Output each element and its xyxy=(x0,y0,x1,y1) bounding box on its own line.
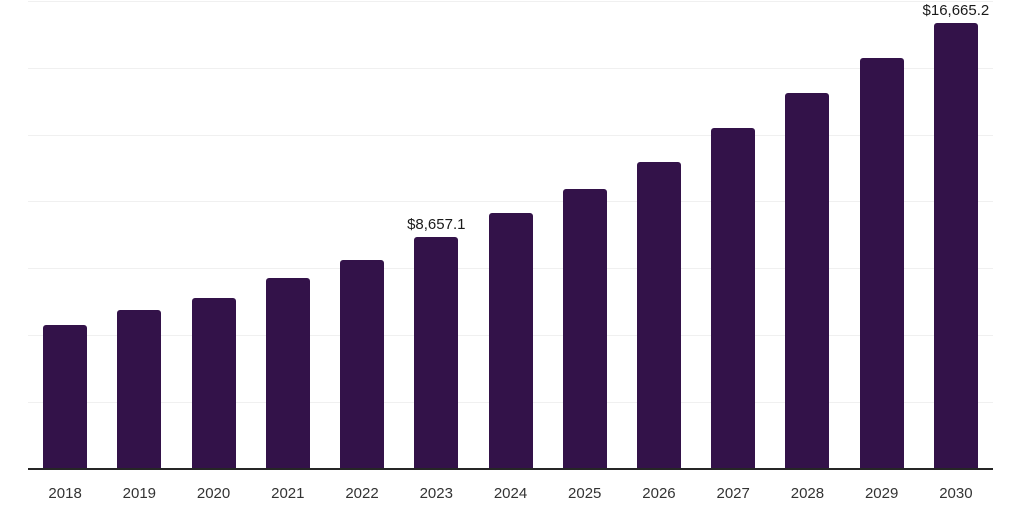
x-tick-label-2030: 2030 xyxy=(939,485,973,502)
x-tick-label-2024: 2024 xyxy=(493,485,528,502)
x-tick-label-2018: 2018 xyxy=(48,485,82,502)
x-tick-label-2021: 2021 xyxy=(271,485,305,502)
gridline-12500 xyxy=(28,134,993,136)
bar-2024 xyxy=(488,213,533,469)
plot-area: $8,657.1 $16,665.2 xyxy=(28,0,993,470)
x-tick-label-2020: 2020 xyxy=(196,485,231,502)
bar-2027 xyxy=(711,127,756,469)
x-tick-label-2023: 2023 xyxy=(419,485,453,502)
x-tick-label-2025: 2025 xyxy=(568,485,602,502)
bar-2025 xyxy=(562,189,607,469)
x-tick-label-2027: 2027 xyxy=(716,485,750,502)
bar-2018 xyxy=(43,325,88,469)
x-tick-label-2026: 2026 xyxy=(642,485,676,502)
bar-2022 xyxy=(340,260,385,469)
x-axis-line xyxy=(28,468,993,470)
bar-2021 xyxy=(265,277,310,469)
bar-2029 xyxy=(859,57,904,469)
gridline-15000 xyxy=(28,67,993,69)
bar-2023 xyxy=(414,237,459,469)
bar-2028 xyxy=(785,93,830,469)
data-label-2023: $8,657.1 xyxy=(407,216,466,234)
x-tick-label-2019: 2019 xyxy=(122,485,157,502)
bar-2026 xyxy=(636,162,681,469)
gridline-10000 xyxy=(28,201,993,203)
bar-2030 xyxy=(933,23,978,469)
bar-2019 xyxy=(117,309,162,469)
bar-2020 xyxy=(191,297,236,469)
x-tick-label-2029: 2029 xyxy=(864,485,899,502)
data-label-2030: $16,665.2 xyxy=(922,2,990,20)
x-tick-label-2022: 2022 xyxy=(345,485,379,502)
gridline-17500 xyxy=(28,0,993,2)
x-tick-label-2028: 2028 xyxy=(790,485,825,502)
